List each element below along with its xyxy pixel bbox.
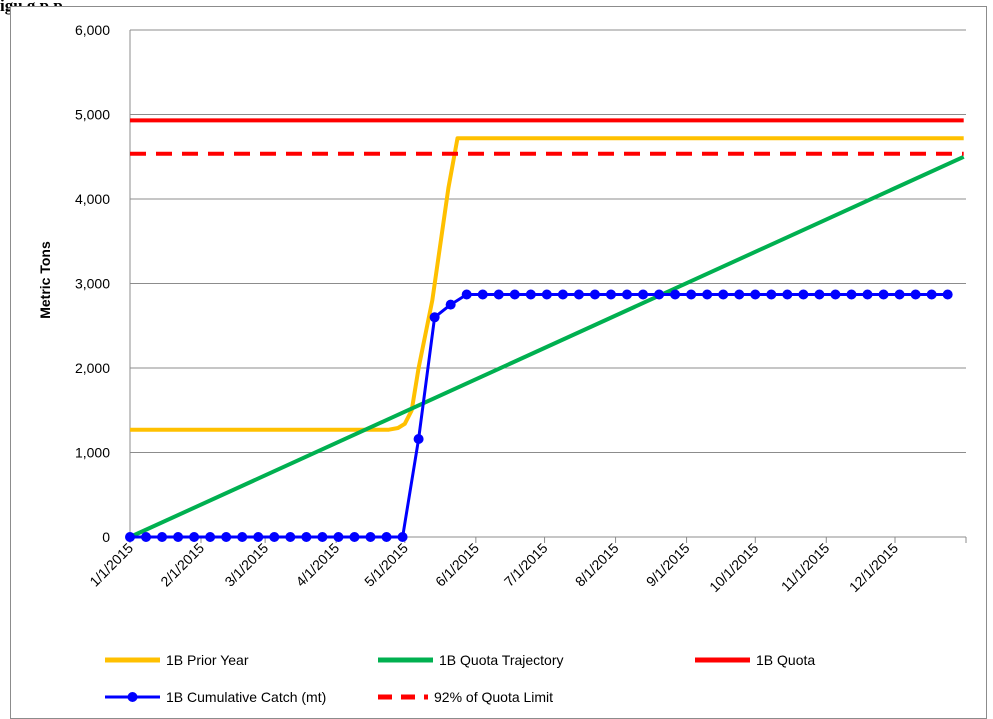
data-point-1b-cumulative-catch-mt	[782, 289, 793, 300]
y-tick-label: 1,000	[75, 445, 110, 461]
data-point-1b-cumulative-catch-mt	[798, 289, 809, 300]
y-tick-label: 4,000	[75, 191, 110, 207]
data-point-1b-cumulative-catch-mt	[493, 289, 504, 300]
data-point-1b-cumulative-catch-mt	[525, 289, 536, 300]
data-point-1b-cumulative-catch-mt	[926, 289, 937, 300]
data-point-1b-cumulative-catch-mt	[445, 299, 456, 310]
data-point-1b-cumulative-catch-mt	[622, 289, 633, 300]
data-point-1b-cumulative-catch-mt	[862, 289, 873, 300]
data-point-1b-cumulative-catch-mt	[461, 289, 472, 300]
data-point-1b-cumulative-catch-mt	[141, 532, 152, 542]
legend-label-1b-cumulative-catch-mt: 1B Cumulative Catch (mt)	[166, 689, 326, 705]
data-point-1b-cumulative-catch-mt	[557, 289, 568, 300]
data-point-1b-cumulative-catch-mt	[894, 289, 905, 300]
y-tick-label: 0	[102, 529, 110, 545]
data-point-1b-cumulative-catch-mt	[878, 289, 889, 300]
data-point-1b-cumulative-catch-mt	[589, 289, 600, 300]
data-point-1b-cumulative-catch-mt	[718, 289, 729, 300]
data-point-1b-cumulative-catch-mt	[541, 289, 552, 300]
data-point-1b-cumulative-catch-mt	[349, 532, 360, 542]
data-point-1b-cumulative-catch-mt	[253, 532, 264, 542]
data-point-1b-cumulative-catch-mt	[573, 289, 584, 300]
data-point-1b-cumulative-catch-mt	[429, 312, 440, 323]
legend-label-1b-quota-trajectory: 1B Quota Trajectory	[439, 652, 564, 668]
data-point-1b-cumulative-catch-mt	[365, 532, 376, 542]
data-point-1b-cumulative-catch-mt	[942, 289, 953, 300]
series-line-1b-prior-year	[130, 136, 964, 432]
data-point-1b-cumulative-catch-mt	[189, 532, 200, 542]
data-point-1b-cumulative-catch-mt	[157, 532, 168, 542]
data-point-1b-cumulative-catch-mt	[285, 532, 296, 542]
data-point-1b-cumulative-catch-mt	[477, 289, 488, 300]
legend-label-1b-quota: 1B Quota	[756, 652, 815, 668]
data-point-1b-cumulative-catch-mt	[237, 532, 248, 542]
y-axis-label: Metric Tons	[37, 241, 53, 319]
legend-label-92-of-quota-limit: 92% of Quota Limit	[434, 689, 553, 705]
legend: 1B Prior Year 1B Quota Trajectory 1B Quota…	[105, 652, 815, 705]
data-point-1b-cumulative-catch-mt	[269, 532, 280, 542]
data-point-1b-cumulative-catch-mt	[766, 289, 777, 300]
data-point-1b-cumulative-catch-mt	[702, 289, 713, 300]
data-point-1b-cumulative-catch-mt	[381, 532, 392, 542]
data-point-1b-cumulative-catch-mt	[605, 289, 616, 300]
data-point-1b-cumulative-catch-mt	[413, 433, 424, 444]
y-tick-label: 2,000	[75, 360, 110, 376]
legend-marker-1b-cumulative-catch-mt	[127, 692, 138, 702]
y-tick-label: 5,000	[75, 107, 110, 123]
data-point-1b-cumulative-catch-mt	[686, 289, 697, 300]
data-point-1b-cumulative-catch-mt	[301, 532, 312, 542]
y-axis-ticks: 0 1,000 2,000 3,000 4,000 5,000 6,000	[75, 22, 110, 545]
data-point-1b-cumulative-catch-mt	[125, 532, 135, 542]
y-tick-label: 3,000	[75, 276, 110, 292]
data-point-1b-cumulative-catch-mt	[814, 289, 825, 300]
data-point-1b-cumulative-catch-mt	[734, 289, 745, 300]
data-point-1b-cumulative-catch-mt	[205, 532, 216, 542]
data-point-1b-cumulative-catch-mt	[221, 532, 232, 542]
chart-frame	[10, 6, 987, 719]
legend-label-1b-prior-year: 1B Prior Year	[166, 652, 249, 668]
data-point-1b-cumulative-catch-mt	[830, 289, 841, 300]
data-point-1b-cumulative-catch-mt	[654, 289, 665, 300]
data-point-1b-cumulative-catch-mt	[846, 289, 857, 300]
data-point-1b-cumulative-catch-mt	[750, 289, 761, 300]
data-point-1b-cumulative-catch-mt	[670, 289, 681, 300]
plot-series	[125, 118, 965, 542]
data-point-1b-cumulative-catch-mt	[910, 289, 921, 300]
data-point-1b-cumulative-catch-mt	[173, 532, 184, 542]
data-point-1b-cumulative-catch-mt	[333, 532, 344, 542]
data-point-1b-cumulative-catch-mt	[638, 289, 649, 300]
series-line-1b-quota-trajectory	[129, 154, 965, 539]
data-point-1b-cumulative-catch-mt	[317, 532, 328, 542]
series-line-1b-cumulative-catch-mt	[130, 293, 948, 539]
data-point-1b-cumulative-catch-mt	[509, 289, 520, 300]
y-tick-label: 6,000	[75, 22, 110, 38]
data-point-1b-cumulative-catch-mt	[397, 532, 408, 542]
